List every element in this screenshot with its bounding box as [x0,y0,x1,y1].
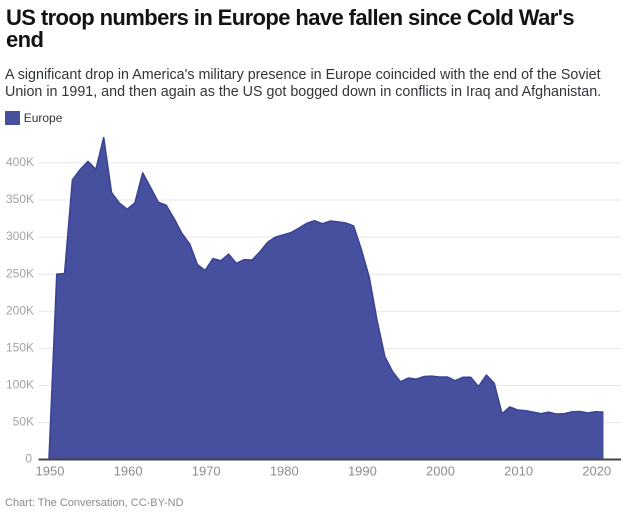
svg-text:150K: 150K [6,341,34,355]
svg-text:250K: 250K [6,266,34,280]
svg-text:1950: 1950 [36,464,65,479]
svg-text:2000: 2000 [426,464,455,479]
svg-text:350K: 350K [6,192,34,206]
svg-text:1970: 1970 [192,464,221,479]
svg-text:1990: 1990 [348,464,377,479]
svg-text:400K: 400K [6,155,34,169]
svg-text:1960: 1960 [114,464,143,479]
svg-text:2010: 2010 [504,464,533,479]
svg-text:1980: 1980 [270,464,299,479]
svg-text:100K: 100K [6,378,34,392]
svg-text:50K: 50K [13,415,34,429]
svg-text:0: 0 [25,452,32,466]
svg-text:300K: 300K [6,229,34,243]
svg-text:2020: 2020 [582,464,611,479]
svg-text:200K: 200K [6,303,34,317]
